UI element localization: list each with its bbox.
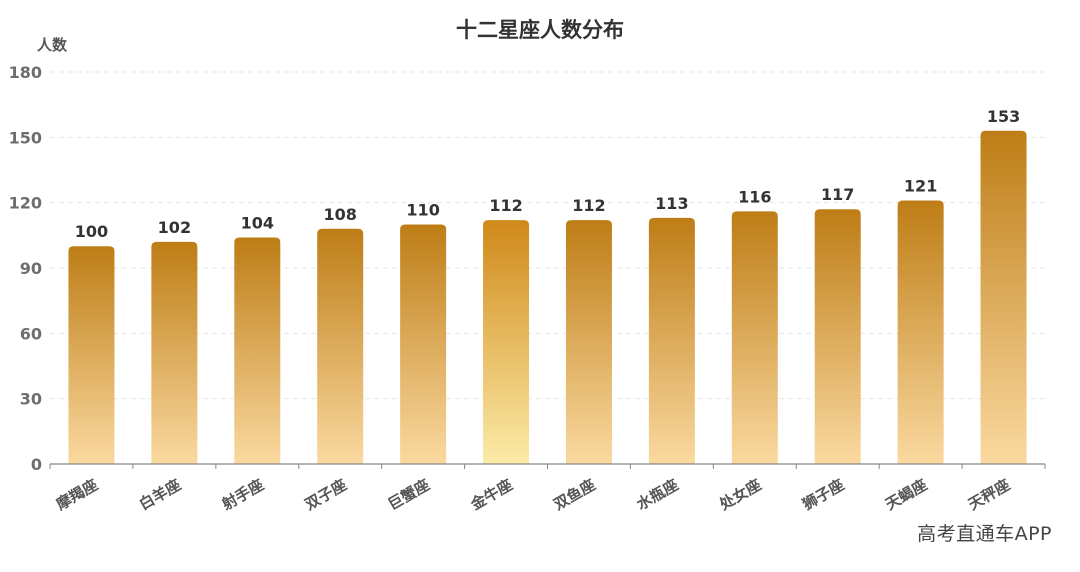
x-tick-label: 双鱼座 xyxy=(551,476,599,514)
data-label: 104 xyxy=(241,214,274,233)
data-label: 100 xyxy=(75,222,108,241)
bar-11 xyxy=(980,130,1027,465)
bar-1 xyxy=(151,241,198,464)
bar-4 xyxy=(400,224,447,464)
x-tick-label: 金牛座 xyxy=(467,476,516,515)
bar-2 xyxy=(234,237,281,464)
bar-6 xyxy=(565,220,612,464)
bar-5 xyxy=(483,220,530,464)
data-label: 116 xyxy=(738,187,771,206)
data-label: 112 xyxy=(572,196,605,215)
x-tick-label: 巨蟹座 xyxy=(385,476,433,514)
bar-10 xyxy=(897,200,944,464)
x-tick-label: 双子座 xyxy=(302,476,350,514)
y-tick-label: 120 xyxy=(9,194,42,213)
bars xyxy=(68,130,1027,465)
data-labels: 100 102 104 108 110 112 112 113 116 117 121 153 xyxy=(75,107,1020,241)
data-label: 117 xyxy=(821,185,854,204)
bar-8 xyxy=(731,211,778,464)
watermark-text: 高考直通车APP xyxy=(917,523,1052,545)
bar-3 xyxy=(317,228,364,464)
bar-9 xyxy=(814,209,861,464)
x-tick-label: 天秤座 xyxy=(965,476,1013,514)
data-label: 108 xyxy=(324,205,357,224)
x-axis: 摩羯座 白羊座 射手座 双子座 巨蟹座 金牛座 双鱼座 水瓶座 处女座 狮子座 天蝎座 天秤座 xyxy=(49,463,1046,515)
y-tick-label: 150 xyxy=(9,128,42,147)
chart-title: 十二星座人数分布 xyxy=(456,18,624,42)
y-tick-label: 30 xyxy=(20,390,42,409)
x-tick-label: 处女座 xyxy=(716,476,765,515)
data-label: 112 xyxy=(489,196,522,215)
y-tick-label: 60 xyxy=(20,324,42,343)
x-tick-label: 狮子座 xyxy=(798,476,847,515)
y-axis-label: 人数 xyxy=(37,36,68,54)
x-tick-label: 射手座 xyxy=(218,476,267,515)
data-label: 110 xyxy=(406,200,439,219)
gridlines xyxy=(50,71,1045,400)
bar-0 xyxy=(68,246,115,464)
data-label: 113 xyxy=(655,194,688,213)
data-label: 121 xyxy=(904,176,937,195)
x-tick-label: 水瓶座 xyxy=(633,476,681,514)
bar-7 xyxy=(648,217,695,464)
y-tick-label: 90 xyxy=(20,259,42,278)
data-label: 102 xyxy=(158,218,191,237)
data-label: 153 xyxy=(987,107,1020,126)
x-tick-label: 天蝎座 xyxy=(882,476,930,514)
x-tick-label: 摩羯座 xyxy=(53,476,101,514)
y-axis: 0 30 60 90 120 150 180 xyxy=(9,63,42,474)
y-tick-label: 0 xyxy=(31,455,42,474)
y-tick-label: 180 xyxy=(9,63,42,82)
x-tick-label: 白羊座 xyxy=(136,476,184,514)
